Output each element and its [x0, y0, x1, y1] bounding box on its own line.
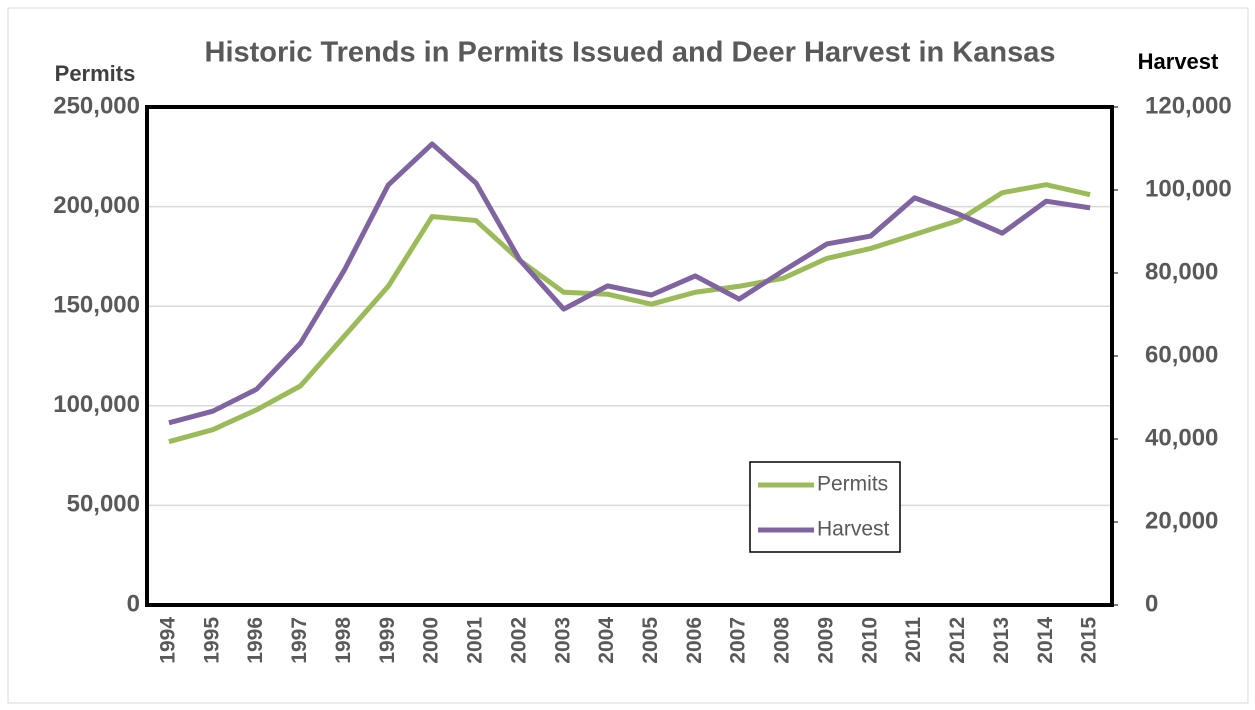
x-tick-label: 2012 — [946, 617, 969, 664]
x-tick-label: 2003 — [551, 617, 574, 664]
y-tick-label: 50,000 — [67, 491, 140, 518]
x-tick-label: 1995 — [200, 617, 223, 664]
x-tick-label: 2001 — [464, 617, 487, 664]
x-tick-label: 2000 — [420, 617, 443, 664]
x-tick-label: 1998 — [332, 617, 355, 664]
x-tick-label: 2007 — [727, 617, 750, 664]
x-tick-label: 2009 — [814, 617, 837, 664]
y-tick-label: 250,000 — [53, 92, 140, 119]
x-tick-label: 2013 — [990, 617, 1013, 664]
x-tick-label: 2011 — [902, 617, 925, 663]
y2-tick-label: 40,000 — [1145, 424, 1218, 451]
chart-border — [7, 7, 1249, 704]
y-tick-label: 150,000 — [53, 292, 140, 319]
y-tick-label: 0 — [127, 590, 140, 617]
y-axis-title: Permits — [55, 61, 136, 86]
chart-title: Historic Trends in Permits Issued and De… — [205, 37, 1056, 69]
y2-tick-label: 100,000 — [1145, 175, 1232, 202]
x-tick-label: 2008 — [771, 617, 794, 664]
x-tick-label: 2004 — [595, 617, 618, 664]
legend-label: Permits — [817, 473, 888, 496]
x-tick-label: 2006 — [683, 617, 706, 664]
y2-tick-label: 80,000 — [1145, 258, 1218, 285]
y-tick-label: 200,000 — [53, 192, 140, 219]
y-tick-label: 100,000 — [53, 391, 140, 418]
y2-axis-title: Harvest — [1138, 49, 1219, 74]
x-tick-label: 2005 — [639, 617, 662, 664]
y2-tick-label: 20,000 — [1145, 507, 1218, 534]
x-tick-label: 1994 — [156, 617, 179, 664]
plot-border — [145, 105, 1114, 607]
x-tick-label: 1997 — [288, 617, 311, 664]
x-tick-label: 1999 — [376, 617, 399, 664]
x-tick-label: 2015 — [1078, 617, 1101, 664]
legend-box — [749, 461, 901, 553]
y2-tick-label: 0 — [1145, 590, 1158, 617]
x-tick-label: 2010 — [858, 617, 881, 664]
series-line — [168, 141, 1091, 426]
y2-tick-label: 120,000 — [1145, 92, 1232, 119]
legend-label: Harvest — [817, 518, 890, 541]
x-tick-label: 2014 — [1034, 617, 1057, 664]
y2-tick-label: 60,000 — [1145, 341, 1218, 368]
series-line — [168, 182, 1091, 445]
x-tick-label: 2002 — [507, 617, 530, 664]
x-tick-label: 1996 — [244, 617, 267, 664]
